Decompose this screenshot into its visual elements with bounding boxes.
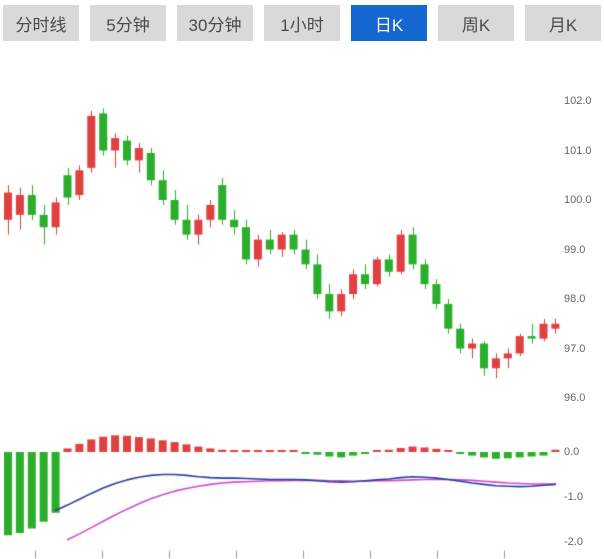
tab-time-line[interactable]: 分时线 xyxy=(3,5,79,41)
candlestick-macd-chart-canvas[interactable] xyxy=(0,46,604,559)
tab-monthly-k[interactable]: 月K xyxy=(525,5,601,41)
tab-1hour[interactable]: 1小时 xyxy=(264,5,340,41)
tab-30min[interactable]: 30分钟 xyxy=(177,5,253,41)
tab-daily-k[interactable]: 日K xyxy=(351,5,427,41)
tab-5min[interactable]: 5分钟 xyxy=(90,5,166,41)
interval-tabbar: 分时线 5分钟 30分钟 1小时 日K 周K 月K xyxy=(0,0,604,46)
tab-weekly-k[interactable]: 周K xyxy=(438,5,514,41)
